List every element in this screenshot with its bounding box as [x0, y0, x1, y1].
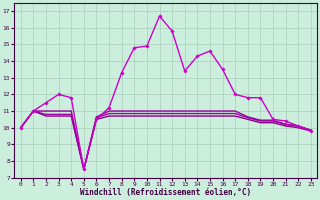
X-axis label: Windchill (Refroidissement éolien,°C): Windchill (Refroidissement éolien,°C): [80, 188, 252, 197]
